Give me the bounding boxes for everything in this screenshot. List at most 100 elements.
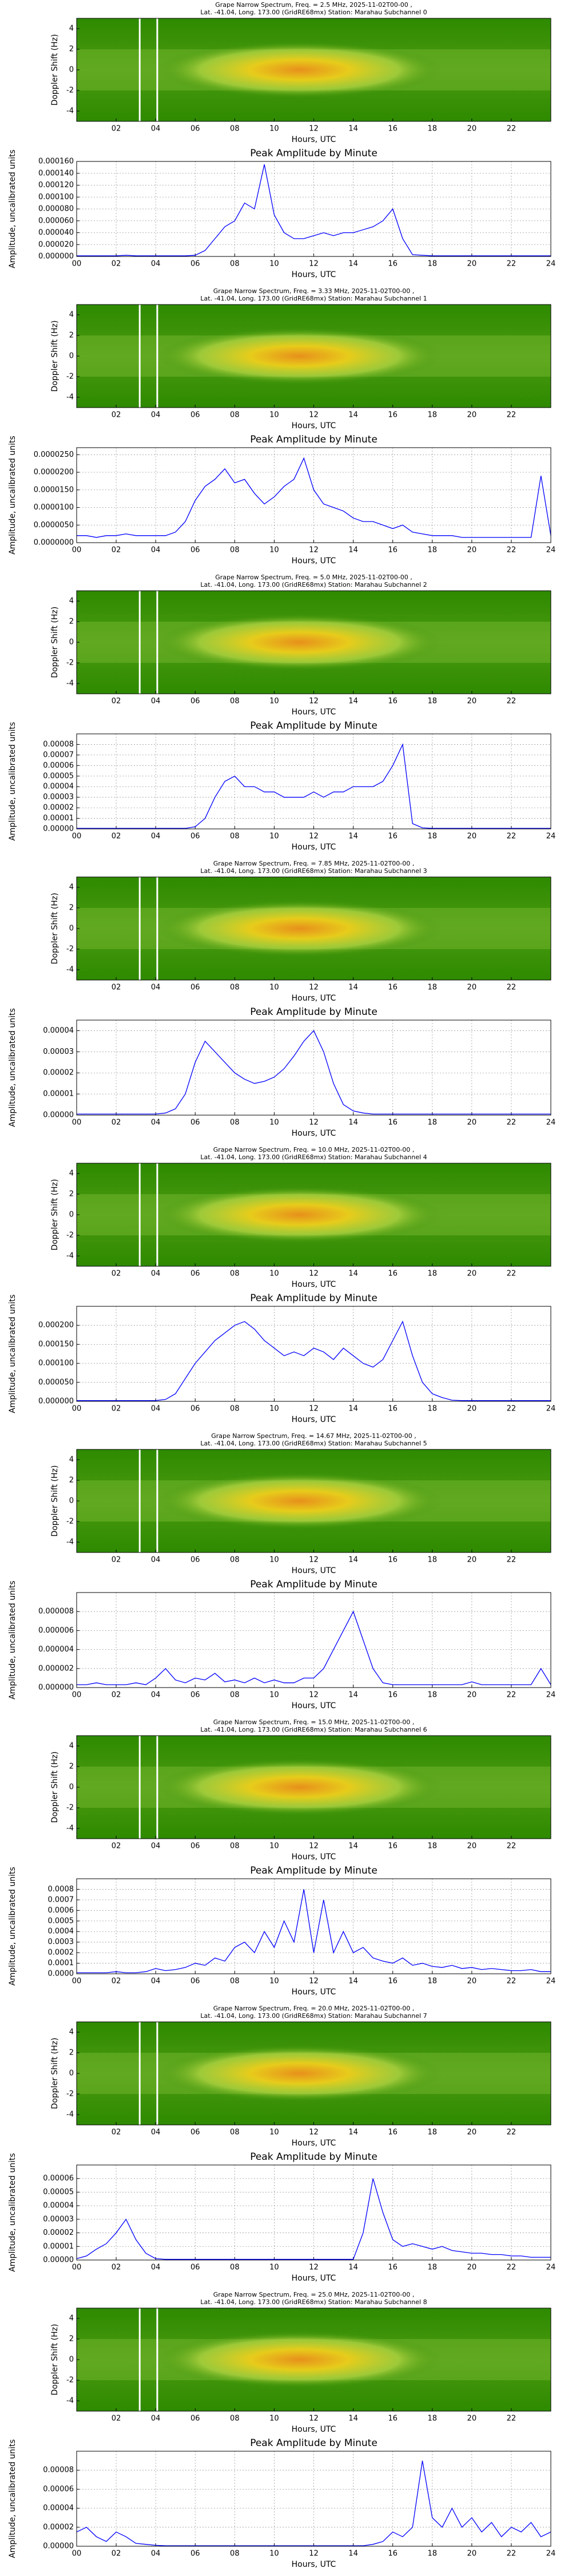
- y-tick-label: 4: [69, 1742, 74, 1751]
- x-tick-label: 20: [467, 1842, 477, 1851]
- x-tick-label: 14: [348, 2128, 358, 2137]
- x-tick-label: 06: [190, 2550, 200, 2558]
- x-tick-label: 12: [309, 1691, 319, 1700]
- x-tick-label: 12: [309, 125, 319, 133]
- y-axis-label: Doppler Shift (Hz): [50, 2324, 59, 2396]
- y-axis-label: Amplitude, uncalibrated units: [8, 2439, 17, 2558]
- x-tick-label: 20: [467, 2415, 477, 2423]
- x-tick-label: 04: [151, 1977, 161, 1986]
- y-axis-label: Amplitude, uncalibrated units: [8, 2153, 17, 2272]
- x-axis-label: Hours, UTC: [292, 421, 336, 430]
- x-tick-label: 14: [348, 1977, 358, 1986]
- x-tick-label: 18: [427, 1842, 437, 1851]
- x-tick-label: 14: [348, 2415, 358, 2423]
- x-tick-label: 14: [348, 1405, 358, 1413]
- data-line: [77, 743, 551, 829]
- y-tick-label: 0.00006: [43, 761, 74, 770]
- y-tick-label: -4: [66, 1538, 74, 1547]
- plot-background: [77, 448, 551, 543]
- x-tick-label: 00: [72, 1119, 82, 1127]
- plot-frame: [76, 2164, 551, 2261]
- x-tick-label: 20: [467, 1270, 477, 1278]
- x-tick-label: 22: [507, 2415, 517, 2423]
- y-tick-label: -2: [66, 1518, 74, 1526]
- data-line: [77, 1320, 551, 1401]
- plot-background: [77, 1593, 551, 1688]
- y-tick-label: 0.000000: [38, 1684, 74, 1692]
- x-tick-label: 04: [151, 697, 161, 706]
- x-tick-label: 06: [190, 125, 200, 133]
- y-tick-label: 0.00001: [43, 2242, 74, 2251]
- x-tick-label: 06: [190, 1119, 200, 1127]
- chart-title: Peak Amplitude by Minute: [250, 2437, 378, 2449]
- x-axis-label: Hours, UTC: [292, 270, 336, 279]
- data-line: [77, 457, 551, 538]
- x-tick-label: 10: [269, 260, 279, 268]
- x-tick-label: 20: [467, 546, 477, 555]
- y-tick-label: 0.00002: [43, 1069, 74, 1077]
- x-tick-label: 20: [467, 1119, 477, 1127]
- x-tick-label: 18: [427, 1270, 437, 1278]
- x-tick-label: 04: [151, 1119, 161, 1127]
- x-tick-label: 06: [190, 2128, 200, 2137]
- x-axis-label: Hours, UTC: [292, 1701, 336, 1710]
- chart-title: Grape Narrow Spectrum, Freq. = 5.0 MHz, …: [215, 574, 412, 581]
- x-tick-label: 20: [467, 2263, 477, 2272]
- x-axis-label: Hours, UTC: [292, 2139, 336, 2148]
- spectrogram-glow: [157, 2044, 442, 2103]
- plot-frame: [76, 1306, 551, 1402]
- y-tick-label: 4: [69, 597, 74, 606]
- x-tick-label: 14: [348, 260, 358, 268]
- y-axis-label: Amplitude, uncalibrated units: [8, 1581, 17, 1700]
- x-tick-label: 04: [151, 1842, 161, 1851]
- x-tick-label: 02: [112, 125, 121, 133]
- y-tick-label: -2: [66, 2090, 74, 2099]
- x-tick-label: 06: [190, 411, 200, 420]
- x-tick-label: 06: [190, 983, 200, 992]
- x-tick-label: 24: [546, 260, 556, 268]
- x-tick-label: 18: [427, 546, 437, 555]
- x-tick-label: 18: [427, 411, 437, 420]
- y-tick-label: 0.0004: [48, 1927, 74, 1936]
- x-tick-label: 24: [546, 1119, 556, 1127]
- y-tick-label: 2: [69, 1476, 74, 1485]
- x-tick-label: 12: [309, 983, 319, 992]
- x-tick-label: 06: [190, 1270, 200, 1278]
- x-tick-label: 02: [112, 411, 121, 420]
- y-axis-label: Amplitude, uncalibrated units: [8, 1294, 17, 1413]
- plot-frame: [76, 1020, 551, 1116]
- x-tick-label: 22: [507, 697, 517, 706]
- y-tick-label: 2: [69, 1190, 74, 1199]
- x-axis-label: Hours, UTC: [292, 1988, 336, 1997]
- y-tick-label: 0.0003: [48, 1938, 74, 1946]
- x-tick-label: 16: [388, 2550, 398, 2558]
- y-tick-label: 0: [69, 1211, 74, 1219]
- y-tick-label: 0: [69, 2356, 74, 2364]
- chart-subtitle: Lat. -41.04, Long. 173.00 (GridRE68mx) S…: [200, 2298, 427, 2306]
- x-tick-label: 08: [230, 1119, 240, 1127]
- spectrogram-glow: [157, 327, 442, 385]
- y-axis-label: Doppler Shift (Hz): [50, 607, 59, 678]
- x-tick-label: 16: [388, 546, 398, 555]
- plot-frame: [76, 2451, 551, 2547]
- y-tick-label: 0: [69, 924, 74, 933]
- y-tick-label: 0.00005: [43, 772, 74, 780]
- x-tick-label: 24: [546, 1691, 556, 1700]
- x-tick-label: 16: [388, 1270, 398, 1278]
- x-tick-label: 20: [467, 1556, 477, 1564]
- x-tick-label: 06: [190, 1556, 200, 1564]
- spectrogram-glow: [157, 41, 442, 99]
- x-tick-label: 16: [388, 2263, 398, 2272]
- y-tick-label: 2: [69, 904, 74, 912]
- x-tick-label: 08: [230, 832, 240, 841]
- x-tick-label: 08: [230, 1842, 240, 1851]
- y-tick-label: 0.000160: [38, 157, 74, 166]
- plot-background: [77, 1020, 551, 1115]
- x-tick-label: 24: [546, 2263, 556, 2272]
- data-line: [76, 2178, 551, 2260]
- plot-frame: [76, 1878, 551, 1974]
- x-tick-label: 04: [151, 1691, 161, 1700]
- x-tick-label: 10: [269, 1405, 279, 1413]
- y-tick-label: 2: [69, 1763, 74, 1771]
- x-tick-label: 04: [151, 2263, 161, 2272]
